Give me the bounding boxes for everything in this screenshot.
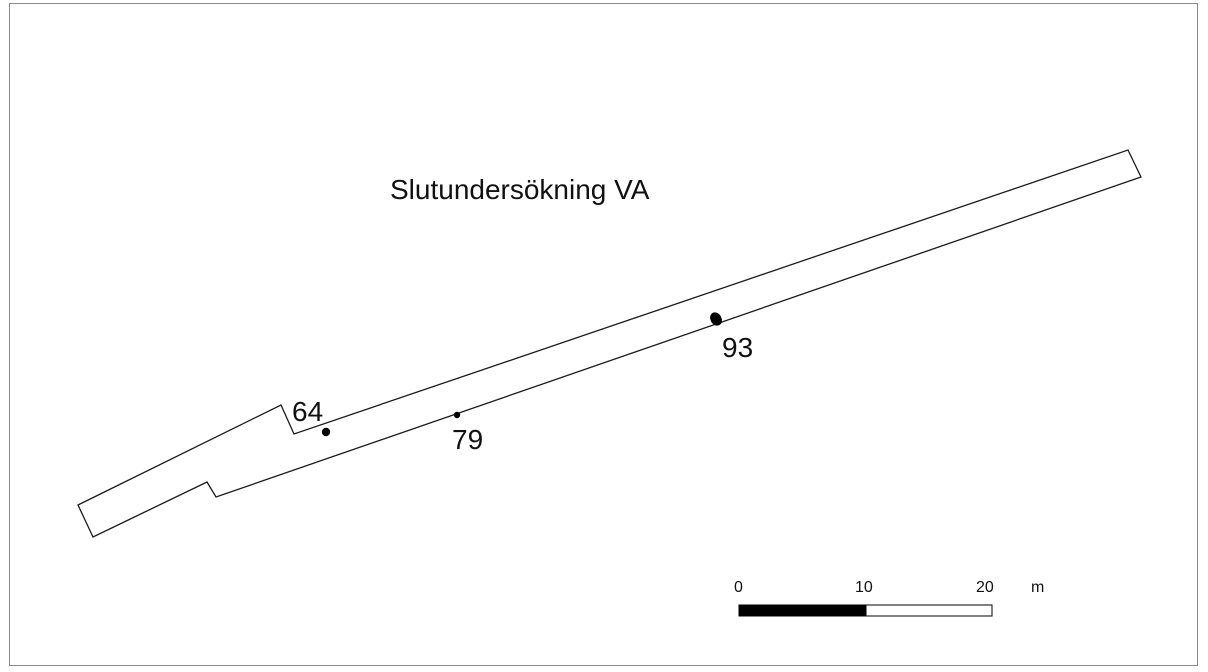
feature-64-marker [321,427,331,437]
scale-tick-0: 0 [734,579,743,596]
scale-tick-20: 20 [976,579,994,596]
feature-93-marker [710,312,722,326]
feature-79-label: 79 [452,424,483,455]
scale-tick-10: 10 [855,579,873,596]
trench-outline [77,149,1142,538]
scale-unit: m [1031,579,1044,596]
feature-93-label: 93 [722,332,753,363]
feature-64-label: 64 [292,396,323,427]
map-title: Slutundersökning VA [390,174,650,205]
scale-bar-black-segment [738,604,867,617]
scale-bar-white-segment [865,604,993,617]
map-frame [9,3,1198,666]
scale-bar: 0 10 20 m [734,579,1044,617]
feature-79-marker [453,411,461,419]
